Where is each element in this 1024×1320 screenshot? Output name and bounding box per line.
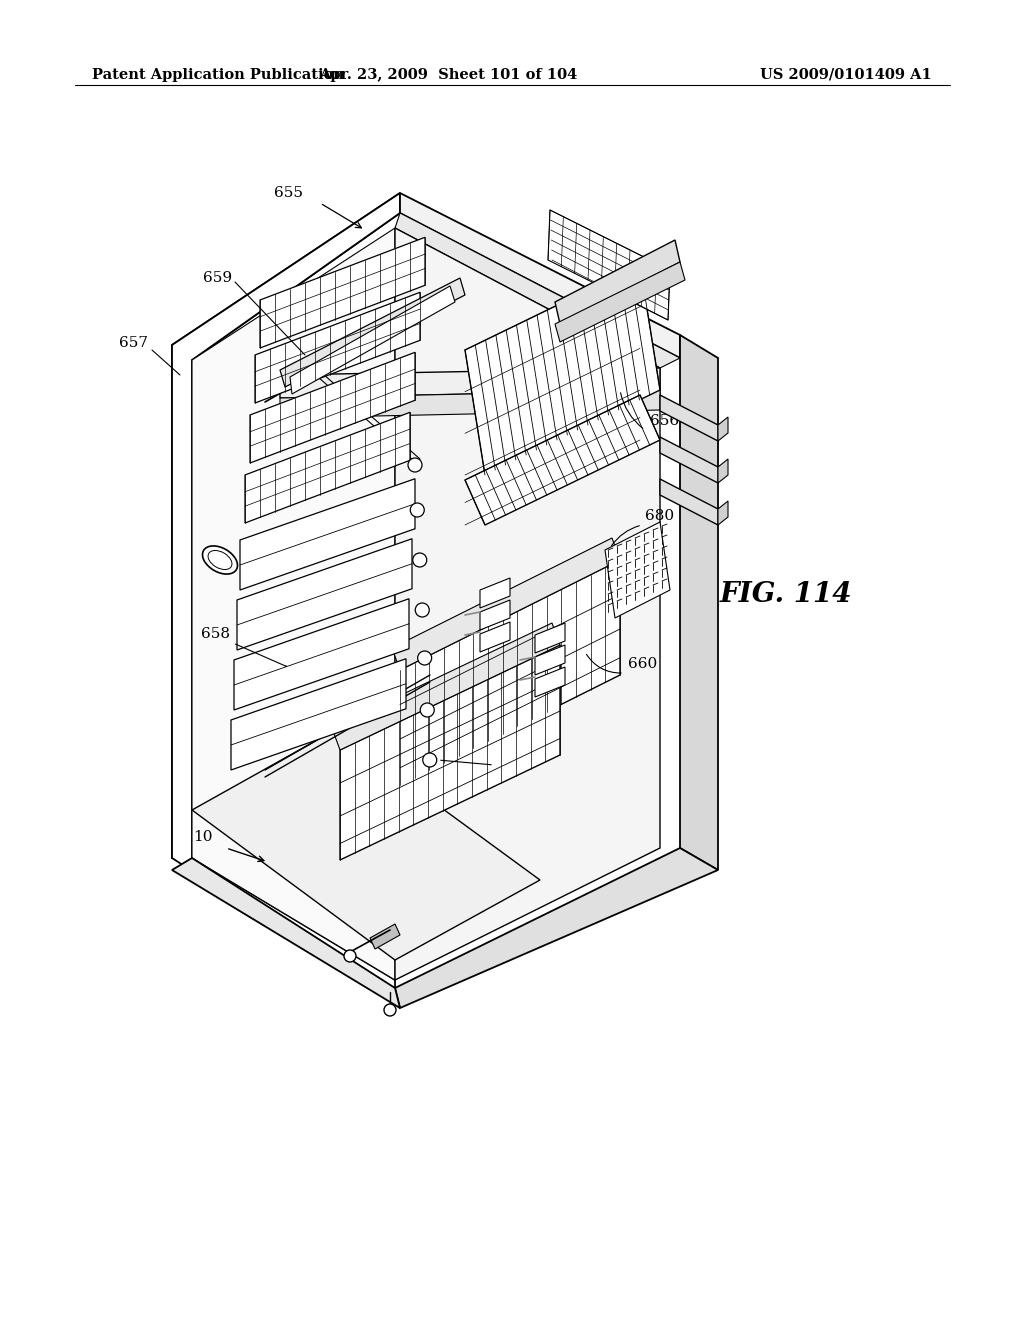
Text: 680: 680: [645, 510, 674, 523]
Text: 658: 658: [201, 627, 230, 642]
Text: 660: 660: [628, 657, 657, 671]
Polygon shape: [660, 437, 718, 483]
FancyArrowPatch shape: [236, 644, 287, 667]
Polygon shape: [535, 623, 565, 653]
Polygon shape: [340, 645, 560, 861]
Polygon shape: [480, 578, 510, 609]
Polygon shape: [234, 599, 409, 710]
Circle shape: [416, 603, 429, 616]
Polygon shape: [392, 539, 620, 671]
Polygon shape: [718, 459, 728, 483]
Polygon shape: [370, 924, 400, 949]
Circle shape: [411, 503, 424, 517]
Ellipse shape: [208, 550, 232, 569]
Polygon shape: [680, 335, 718, 870]
Polygon shape: [480, 601, 510, 630]
Circle shape: [420, 704, 434, 717]
Polygon shape: [193, 228, 395, 979]
Text: 657: 657: [119, 337, 148, 350]
Text: 655: 655: [274, 186, 303, 201]
Polygon shape: [465, 395, 660, 525]
Polygon shape: [172, 858, 400, 1008]
Polygon shape: [231, 659, 406, 770]
Polygon shape: [555, 240, 680, 323]
Circle shape: [384, 1005, 396, 1016]
FancyArrowPatch shape: [440, 760, 492, 764]
Polygon shape: [250, 352, 415, 463]
Circle shape: [423, 752, 437, 767]
Polygon shape: [280, 279, 465, 387]
Polygon shape: [395, 847, 718, 1008]
FancyArrowPatch shape: [611, 525, 639, 545]
Text: 659: 659: [203, 271, 232, 285]
Polygon shape: [237, 539, 412, 649]
Polygon shape: [555, 261, 685, 342]
Polygon shape: [535, 667, 565, 697]
Polygon shape: [548, 210, 670, 319]
FancyArrowPatch shape: [621, 393, 643, 428]
Polygon shape: [240, 479, 415, 590]
Polygon shape: [395, 228, 660, 979]
Circle shape: [408, 458, 422, 473]
Text: Apr. 23, 2009  Sheet 101 of 104: Apr. 23, 2009 Sheet 101 of 104: [318, 69, 578, 82]
FancyArrowPatch shape: [587, 655, 622, 673]
Polygon shape: [660, 479, 718, 525]
Polygon shape: [535, 645, 565, 675]
Polygon shape: [660, 395, 718, 441]
Circle shape: [344, 950, 356, 962]
Polygon shape: [400, 560, 620, 785]
Polygon shape: [480, 622, 510, 652]
Polygon shape: [260, 238, 425, 348]
Polygon shape: [193, 730, 540, 960]
Ellipse shape: [203, 546, 238, 574]
Circle shape: [413, 553, 427, 568]
Polygon shape: [280, 368, 660, 399]
Text: FIG. 114: FIG. 114: [720, 582, 853, 609]
Polygon shape: [395, 213, 680, 368]
Text: 659: 659: [497, 751, 526, 766]
Polygon shape: [718, 502, 728, 525]
Text: Patent Application Publication: Patent Application Publication: [92, 69, 344, 82]
Polygon shape: [400, 193, 680, 358]
Polygon shape: [718, 417, 728, 441]
Polygon shape: [172, 193, 400, 858]
Polygon shape: [172, 193, 400, 1002]
Polygon shape: [605, 521, 670, 618]
Circle shape: [418, 651, 432, 665]
Polygon shape: [332, 623, 560, 750]
Polygon shape: [255, 292, 420, 403]
Text: 656: 656: [650, 414, 679, 428]
Polygon shape: [465, 265, 660, 475]
Polygon shape: [290, 286, 455, 393]
Text: 10: 10: [194, 830, 213, 843]
Polygon shape: [245, 412, 410, 523]
Polygon shape: [280, 389, 660, 418]
Text: US 2009/0101409 A1: US 2009/0101409 A1: [760, 69, 932, 82]
